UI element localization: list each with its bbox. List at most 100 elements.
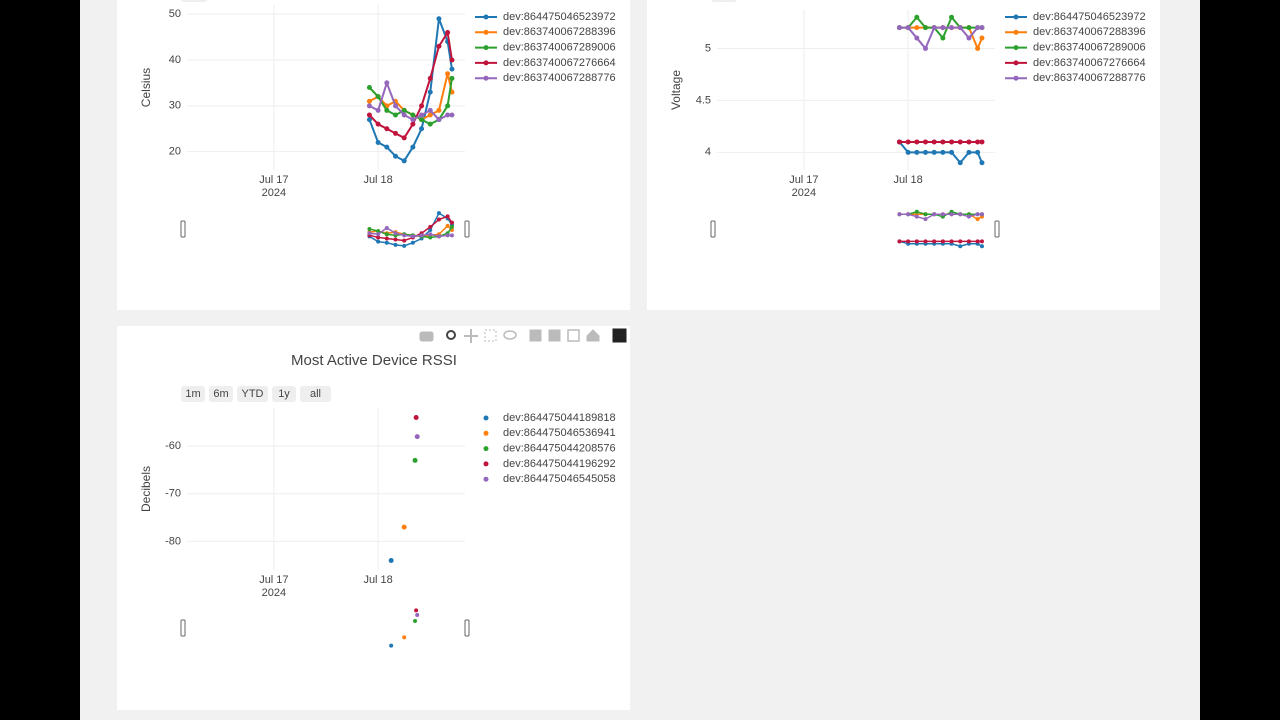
series-point: [384, 107, 390, 113]
legend-label[interactable]: dev:864475046545058: [503, 473, 616, 485]
range-button[interactable]: [181, 0, 207, 2]
series-point: [410, 144, 416, 150]
series-point: [949, 139, 955, 145]
legend-marker: [483, 75, 489, 81]
y-axis-title: Voltage: [669, 70, 683, 110]
series-point: [375, 121, 381, 127]
legend-label[interactable]: dev:863740067288776: [1033, 72, 1146, 84]
series-point: [905, 25, 911, 31]
reset-icon[interactable]: [586, 329, 600, 342]
series-point: [366, 98, 372, 104]
series-point: [384, 144, 390, 150]
slider-point: [402, 243, 407, 248]
slider-point: [402, 635, 407, 640]
range-button[interactable]: [711, 0, 737, 2]
slider-point: [975, 239, 980, 244]
series-point: [449, 57, 455, 63]
series-point: [914, 25, 920, 31]
slider-handle[interactable]: [180, 619, 186, 637]
series-point: [401, 158, 407, 164]
series-point: [393, 130, 398, 136]
series-point: [949, 149, 955, 155]
select-icon[interactable]: [484, 329, 497, 342]
range-button-label: 1m: [185, 388, 200, 400]
legend-marker: [483, 476, 489, 482]
x-tick-label: Jul 17 2024: [259, 574, 289, 599]
slider-point: [436, 211, 441, 216]
series-point: [445, 103, 451, 109]
legend-marker: [1013, 75, 1019, 81]
slider-point: [428, 224, 433, 229]
slider-handle[interactable]: [710, 220, 716, 238]
slider-point: [393, 242, 398, 247]
slider-point: [414, 608, 419, 613]
series-point: [410, 121, 416, 127]
series-point: [449, 66, 455, 72]
series-point: [931, 139, 937, 145]
series-point: [419, 117, 425, 123]
pan-icon[interactable]: [464, 329, 478, 343]
series-point: [966, 149, 972, 155]
series-point: [427, 89, 433, 95]
series-point: [975, 25, 981, 31]
slider-handle[interactable]: [464, 220, 470, 238]
legend-label[interactable]: dev:864475044196292: [503, 458, 616, 470]
series-point: [940, 139, 946, 145]
series-point: [896, 139, 902, 145]
zoom-out-icon[interactable]: [548, 329, 561, 342]
legend-label[interactable]: dev:864475046536941: [503, 427, 616, 439]
slider-point: [449, 233, 454, 238]
series-point: [979, 35, 985, 41]
range-button[interactable]: [272, 386, 296, 402]
slider-point: [449, 224, 454, 229]
slider-point: [428, 228, 433, 233]
range-button[interactable]: [181, 386, 205, 402]
range-button[interactable]: [237, 386, 268, 402]
slider-point: [914, 209, 919, 214]
slider-point: [445, 233, 450, 238]
plotly-logo[interactable]: [612, 328, 627, 343]
x-tick-label: Jul 18: [363, 574, 393, 586]
slider-point: [958, 239, 963, 244]
series-point: [957, 139, 963, 145]
slider-point: [914, 239, 919, 244]
slider-point: [384, 225, 389, 230]
autoscale-icon[interactable]: [567, 329, 580, 342]
range-button[interactable]: [300, 386, 331, 402]
range-button-label: 6m: [213, 388, 228, 400]
slider-handle[interactable]: [994, 220, 1000, 238]
series-point: [419, 126, 425, 132]
slider-handle[interactable]: [464, 619, 470, 637]
legend-label[interactable]: dev:863740067276664: [503, 57, 616, 69]
legend-label[interactable]: dev:864475046523972: [1033, 11, 1146, 23]
zoom-icon[interactable]: [446, 330, 456, 340]
range-button[interactable]: [209, 386, 233, 402]
legend-label[interactable]: dev:863740067288776: [503, 72, 616, 84]
legend-label[interactable]: dev:864475044189818: [503, 412, 616, 424]
slider-point: [966, 239, 971, 244]
x-tick-label: Jul 17 2024: [259, 174, 289, 199]
series-point: [366, 117, 372, 123]
legend-label[interactable]: dev:863740067289006: [1033, 42, 1146, 54]
legend-label[interactable]: dev:863740067288396: [503, 26, 616, 38]
legend-label[interactable]: dev:863740067288396: [1033, 26, 1146, 38]
series-point: [979, 160, 985, 166]
lasso-icon[interactable]: [503, 330, 517, 340]
legend-label[interactable]: dev:863740067276664: [1033, 57, 1146, 69]
series-point: [914, 139, 920, 145]
legend-label[interactable]: dev:864475046523972: [503, 11, 616, 23]
series-point: [931, 149, 937, 155]
x-tick-label: Jul 18: [363, 174, 393, 186]
series-point: [923, 45, 928, 51]
series-point: [410, 112, 416, 118]
slider-point: [923, 212, 928, 217]
legend-label[interactable]: dev:863740067289006: [503, 42, 616, 54]
zoom-in-icon[interactable]: [529, 329, 542, 342]
camera-icon[interactable]: [419, 331, 434, 342]
series-point: [401, 112, 407, 118]
legend-label[interactable]: dev:864475044208576: [503, 443, 616, 455]
slider-point: [979, 244, 984, 249]
slider-point: [376, 239, 381, 244]
slider-handle[interactable]: [180, 220, 186, 238]
